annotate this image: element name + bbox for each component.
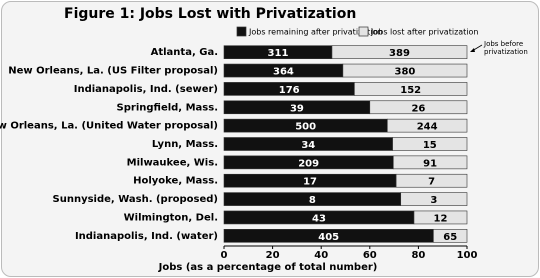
bar-segment bbox=[342, 63, 468, 78]
annotation: Jobs before privatization bbox=[484, 40, 528, 56]
value-label: 34 bbox=[301, 140, 315, 151]
value-label: 311 bbox=[268, 48, 289, 59]
value-label: 389 bbox=[389, 48, 410, 59]
category-label: Springfield, Mass. bbox=[117, 102, 218, 113]
value-label: 152 bbox=[400, 85, 421, 96]
category-label: Indianapolis, Ind. (water) bbox=[75, 231, 218, 242]
bar-segment bbox=[400, 192, 468, 206]
bar-segment bbox=[395, 173, 468, 188]
category-label: Wilmington, Del. bbox=[124, 212, 218, 223]
x-tick-label: 100 bbox=[457, 250, 478, 261]
category-label: Indianapolis, Ind. (sewer) bbox=[74, 84, 218, 95]
bar-segment bbox=[392, 155, 468, 170]
x-tick-label: 0 bbox=[221, 250, 228, 261]
legend-label: Jobs remaining after privatization bbox=[248, 28, 382, 37]
value-label: 380 bbox=[395, 67, 416, 78]
bar-segment bbox=[331, 45, 468, 59]
category-label: Holyoke, Mass. bbox=[133, 176, 218, 187]
value-label: 8 bbox=[309, 195, 316, 206]
value-label: 91 bbox=[423, 158, 437, 169]
value-label: 405 bbox=[318, 232, 339, 243]
bar-segment bbox=[387, 118, 468, 133]
value-label: 244 bbox=[417, 122, 438, 133]
x-axis-label: Jobs (as a percentage of total number) bbox=[158, 262, 378, 273]
category-label: Milwaukee, Wis. bbox=[127, 157, 218, 168]
value-label: 364 bbox=[273, 67, 294, 78]
legend-swatch bbox=[236, 26, 247, 37]
x-tick-label: 20 bbox=[266, 250, 280, 261]
value-label: 17 bbox=[303, 177, 317, 188]
value-label: 39 bbox=[290, 103, 304, 114]
category-label: Atlanta, Ga. bbox=[151, 47, 218, 58]
value-label: 7 bbox=[428, 177, 435, 188]
value-label: 209 bbox=[298, 158, 319, 169]
chart-title: Figure 1: Jobs Lost with Privatization bbox=[64, 6, 356, 22]
x-tick-label: 60 bbox=[363, 250, 377, 261]
category-label: Sunnyside, Wash. (proposed) bbox=[53, 194, 218, 205]
category-label: New Orleans, La. (US Filter proposal) bbox=[8, 66, 218, 77]
value-label: 176 bbox=[279, 85, 300, 96]
value-label: 65 bbox=[443, 232, 457, 243]
bar-segment bbox=[392, 137, 468, 151]
x-tick-label: 80 bbox=[411, 250, 425, 261]
x-tick-label: 40 bbox=[314, 250, 328, 261]
annotation-arrowhead bbox=[470, 48, 475, 52]
category-label: Lynn, Mass. bbox=[152, 139, 218, 150]
value-label: 500 bbox=[295, 122, 316, 133]
bar-segment bbox=[433, 229, 468, 243]
value-label: 3 bbox=[430, 195, 437, 206]
value-label: 26 bbox=[411, 103, 425, 114]
legend-swatch bbox=[358, 26, 369, 37]
bar-segment bbox=[354, 82, 468, 96]
value-label: 43 bbox=[312, 213, 326, 224]
bar-segment bbox=[413, 210, 468, 225]
bar-segment bbox=[369, 100, 468, 115]
legend-label: Jobs lost after privatization bbox=[370, 28, 479, 37]
value-label: 15 bbox=[423, 140, 437, 151]
category-label: New Orleans, La. (United Water proposal) bbox=[0, 121, 218, 132]
value-label: 12 bbox=[434, 213, 448, 224]
